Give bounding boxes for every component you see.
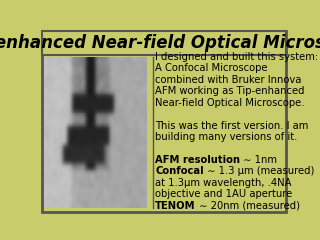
Text: This was the first version. I am: This was the first version. I am [155, 121, 309, 131]
Text: A Confocal Microscope: A Confocal Microscope [155, 63, 268, 73]
Text: at 1.3μm wavelength, .4NA: at 1.3μm wavelength, .4NA [155, 178, 292, 188]
Text: objective and 1AU aperture: objective and 1AU aperture [155, 189, 292, 199]
Text: AFM working as Tip-enhanced: AFM working as Tip-enhanced [155, 86, 305, 96]
Text: Confocal: Confocal [155, 167, 204, 176]
Text: Tip-enhanced Near-field Optical Microscope: Tip-enhanced Near-field Optical Microsco… [0, 34, 320, 52]
Text: TENOM: TENOM [155, 201, 196, 211]
Text: I designed and built this system:: I designed and built this system: [155, 52, 318, 62]
Text: AFM resolution: AFM resolution [155, 155, 240, 165]
Text: combined with Bruker Innova: combined with Bruker Innova [155, 75, 302, 85]
Text: building many versions of it.: building many versions of it. [155, 132, 298, 142]
Text: ∼ 1.3 μm (measured): ∼ 1.3 μm (measured) [204, 167, 314, 176]
FancyBboxPatch shape [43, 31, 285, 55]
FancyBboxPatch shape [43, 31, 285, 212]
Text: ∼ 20nm (measured): ∼ 20nm (measured) [196, 201, 300, 211]
Text: ∼ 1nm: ∼ 1nm [240, 155, 277, 165]
Text: Near-field Optical Microscope.: Near-field Optical Microscope. [155, 98, 305, 108]
